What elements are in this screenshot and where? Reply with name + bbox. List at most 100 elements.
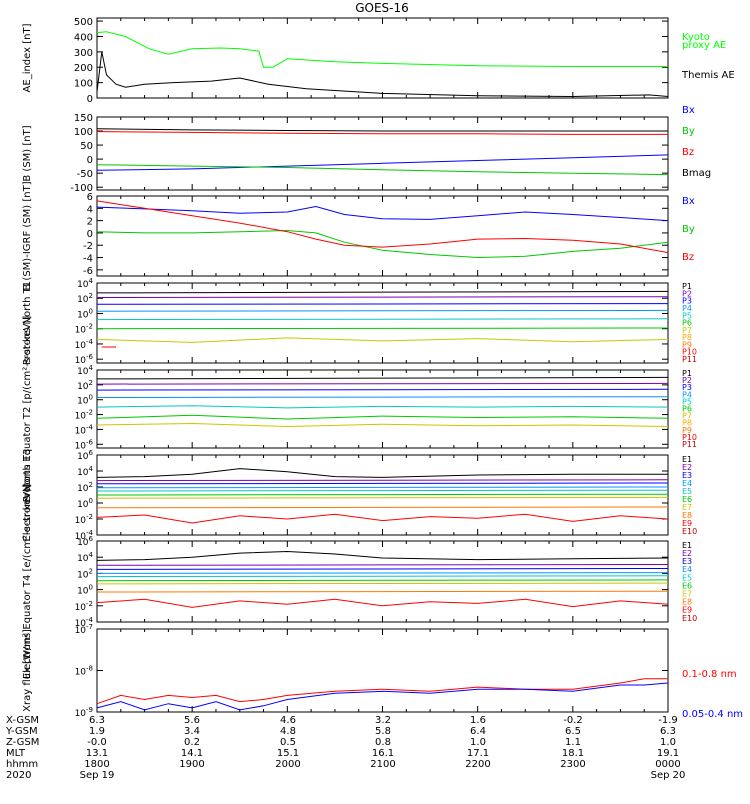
ephemeris-value: 16.1 bbox=[372, 748, 394, 759]
y-tick-label: 10-4 bbox=[75, 338, 94, 351]
ephemeris-value: 5.6 bbox=[184, 715, 200, 726]
legend-entry: P4 bbox=[682, 390, 692, 399]
ephemeris-value: 0.5 bbox=[280, 737, 296, 748]
legend-entry: P2 bbox=[682, 289, 692, 298]
y-tick-label: -2 bbox=[83, 241, 93, 252]
legend-entry: By bbox=[682, 224, 695, 235]
ephemeris-value: -0.2 bbox=[563, 715, 583, 726]
series-line bbox=[96, 598, 669, 608]
legend-entry: E1 bbox=[682, 541, 692, 550]
ephemeris-value: Sep 20 bbox=[651, 770, 686, 781]
y-tick-label: 106 bbox=[77, 535, 93, 548]
series-line bbox=[96, 128, 668, 132]
y-tick-label: 104 bbox=[77, 277, 93, 290]
legend-entry: P11 bbox=[682, 355, 697, 364]
legend-entry: P2 bbox=[682, 376, 692, 385]
series-line bbox=[96, 678, 668, 705]
ephemeris-value: 3.2 bbox=[375, 715, 391, 726]
legend-entry: Bx bbox=[682, 105, 695, 116]
series-line bbox=[96, 482, 669, 485]
series-line bbox=[96, 568, 669, 570]
series-line bbox=[96, 414, 669, 420]
y-tick-label: 10-9 bbox=[75, 706, 93, 719]
ephemeris-label: hhmm bbox=[6, 759, 38, 770]
series-line bbox=[96, 506, 669, 509]
y-tick-label: 150 bbox=[74, 113, 93, 124]
legend-entry: P9 bbox=[682, 426, 692, 435]
legend-entry: E10 bbox=[682, 614, 697, 623]
ephemeris-value: 2100 bbox=[370, 759, 395, 770]
legend-entry: E2 bbox=[682, 549, 692, 558]
series-line bbox=[96, 489, 669, 492]
y-axis-label: Protons Equator T2 [p/(cm²-s-sr-keV)] bbox=[22, 316, 33, 503]
series-line bbox=[96, 575, 669, 578]
y-axis-label: AE_index [nT] bbox=[22, 23, 33, 92]
y-axis-label: B (SM)-IGRF (SM) [nT] bbox=[22, 181, 33, 290]
series-line bbox=[96, 513, 669, 524]
series-line bbox=[96, 382, 669, 385]
legend-entry: P4 bbox=[682, 304, 692, 313]
y-tick-label: 10-2 bbox=[75, 409, 93, 422]
ephemeris-value: 4.6 bbox=[280, 715, 296, 726]
panel-frame bbox=[96, 628, 669, 713]
y-axis-label: Electrons North T3 bbox=[22, 448, 33, 541]
y-tick-label: 10-2 bbox=[75, 323, 93, 336]
series-line bbox=[96, 131, 668, 135]
legend-entry: P11 bbox=[682, 440, 697, 449]
legend-entry: P1 bbox=[682, 282, 692, 291]
legend-entry: P3 bbox=[682, 383, 692, 392]
legend-entry: E1 bbox=[682, 455, 692, 464]
series-line bbox=[96, 579, 669, 582]
ephemeris-value: 6.3 bbox=[660, 726, 676, 737]
legend-entry: proxy AE bbox=[682, 40, 726, 51]
y-tick-label: 10-2 bbox=[75, 513, 93, 526]
series-line bbox=[96, 309, 669, 312]
y-tick-label: 10-4 bbox=[75, 529, 94, 542]
panel-frame bbox=[96, 369, 669, 449]
series-line bbox=[96, 296, 669, 298]
y-tick-label: 100 bbox=[74, 79, 93, 90]
series-line bbox=[96, 422, 669, 428]
legend-entry: 0.05-0.4 nm bbox=[682, 709, 743, 720]
ephemeris-label: MLT bbox=[6, 748, 26, 759]
y-tick-label: 200 bbox=[74, 63, 93, 74]
ephemeris-value: 13.1 bbox=[86, 748, 108, 759]
ephemeris-value: 1.1 bbox=[565, 737, 581, 748]
legend-entry: P5 bbox=[682, 397, 692, 406]
legend-entry: E8 bbox=[682, 598, 692, 607]
y-tick-label: 104 bbox=[77, 551, 93, 564]
plot-title: GOES-16 bbox=[355, 1, 409, 15]
ephemeris-value: 4.8 bbox=[280, 726, 296, 737]
series-line bbox=[96, 405, 669, 409]
ephemeris-value: 2200 bbox=[465, 759, 490, 770]
legend-entry: Kyoto bbox=[682, 32, 710, 43]
ephemeris-value: 1.0 bbox=[660, 737, 676, 748]
legend-entry: P6 bbox=[682, 319, 692, 328]
ephemeris-value: 1800 bbox=[84, 759, 109, 770]
y-axis-label: B (SM) [nT] bbox=[22, 125, 33, 181]
legend-entry: P7 bbox=[682, 412, 692, 421]
series-line bbox=[96, 590, 669, 593]
series-line bbox=[96, 164, 669, 176]
ephemeris-value: 6.5 bbox=[565, 726, 581, 737]
y-tick-label: 6 bbox=[87, 192, 93, 203]
legend-entry: P5 bbox=[682, 311, 692, 320]
series-line bbox=[96, 327, 669, 330]
y-tick-label: 10-6 bbox=[75, 438, 94, 451]
legend-entry: Themis AE bbox=[681, 70, 735, 81]
series-line bbox=[96, 51, 669, 98]
y-axis-label: Protons North T1 bbox=[22, 281, 33, 365]
legend-entry: By bbox=[682, 126, 695, 137]
series-line bbox=[96, 388, 669, 391]
ephemeris-value: 14.1 bbox=[181, 748, 203, 759]
legend-entry: P7 bbox=[682, 326, 692, 335]
y-tick-label: 4 bbox=[87, 204, 93, 215]
series-line bbox=[96, 337, 669, 343]
y-tick-label: 102 bbox=[77, 292, 93, 305]
ephemeris-value: Sep 19 bbox=[80, 770, 115, 781]
legend-entry: E3 bbox=[682, 471, 692, 480]
legend-entry: E10 bbox=[682, 527, 697, 536]
legend-entry: P6 bbox=[682, 404, 692, 413]
